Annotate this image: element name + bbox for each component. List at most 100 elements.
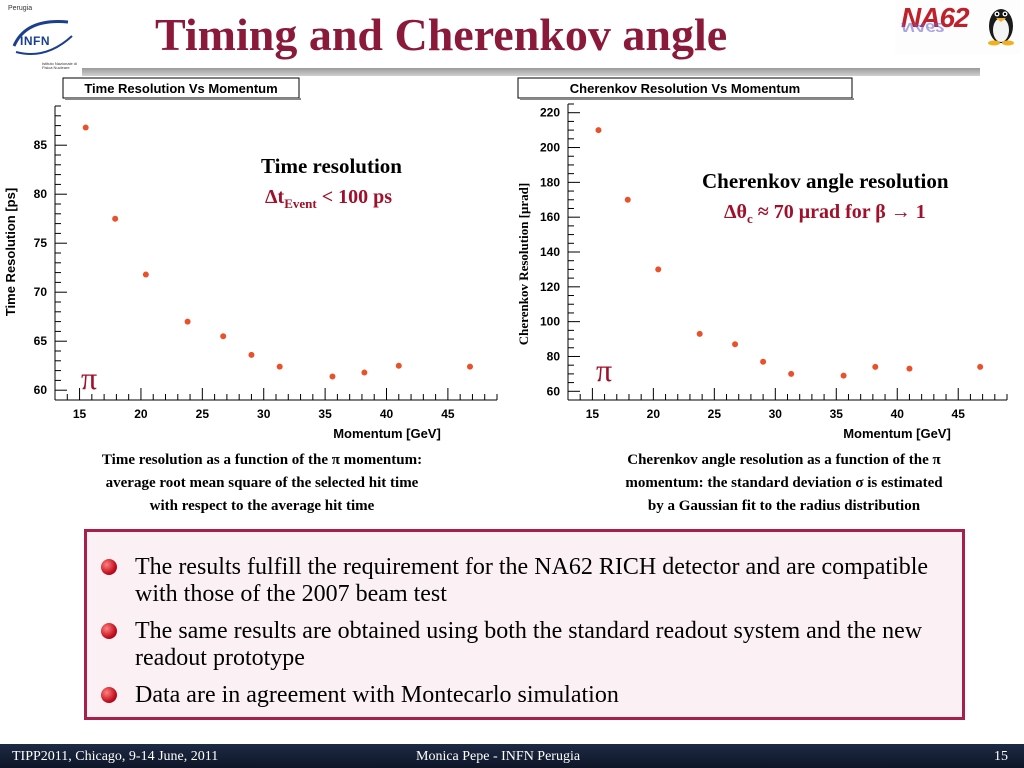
- footer-bar: TIPP2011, Chicago, 9-14 June, 2011 Monic…: [0, 744, 1024, 768]
- bullet-icon: [101, 559, 117, 575]
- x-axis-label: Momentum [GeV]: [843, 426, 951, 441]
- time-resolution-caption: Time resolution as a function of the π m…: [10, 449, 514, 518]
- list-item-text: The results fulfill the requirement for …: [135, 554, 929, 607]
- x-tick-label: 45: [952, 407, 966, 421]
- data-point: [906, 365, 913, 372]
- header-divider-bar: [82, 68, 980, 76]
- cherenkov-annotation-title: Cherenkov angle resolution: [702, 169, 949, 193]
- data-point: [329, 373, 336, 380]
- cherenkov-resolution-plot: Cherenkov Resolution Vs Momentum 60 80 100 1…: [512, 76, 1018, 444]
- list-item: Data are in agreement with Montecarlo si…: [101, 682, 942, 709]
- time-resolution-delta: Δt: [265, 186, 285, 208]
- list-item-text: The same results are obtained using both…: [135, 618, 923, 671]
- x-tick-label: 20: [134, 407, 148, 421]
- caption-line: Time resolution as a function of the π m…: [101, 452, 423, 468]
- time-resolution-plot: Time Resolution Vs Momentum 60 65 70 75 80 85 1…: [3, 76, 507, 444]
- x-tick-label: 15: [73, 407, 87, 421]
- cherenkov-annotation-value: Δθc ≈ 70 μrad for β → 1: [724, 201, 926, 227]
- footer-conference: TIPP2011, Chicago, 9-14 June, 2011: [12, 749, 219, 764]
- time-resolution-subscript: Event: [284, 196, 317, 211]
- list-item-text: Data are in agreement with Montecarlo si…: [135, 682, 619, 708]
- x-axis-label: Momentum [GeV]: [333, 426, 441, 441]
- caption-line: average root mean square of the selected…: [105, 475, 419, 491]
- caption-line: momentum: the standard deviation σ is es…: [625, 475, 943, 491]
- x-tick-label: 40: [380, 407, 394, 421]
- caption-line: with respect to the average hit time: [149, 498, 375, 514]
- y-tick-label: 85: [34, 138, 48, 152]
- data-point: [760, 358, 767, 365]
- y-axis-label: Cherenkov Resolution [μrad]: [516, 183, 531, 345]
- caption-line: by a Gaussian fit to the radius distribu…: [647, 498, 921, 514]
- chart-title-shadow: [520, 98, 854, 100]
- chart-title-shadow: [65, 98, 301, 100]
- bullet-icon: [101, 623, 117, 639]
- chart-title: Cherenkov Resolution Vs Momentum: [570, 81, 800, 96]
- x-tick-label: 25: [708, 407, 722, 421]
- bullet-icon: [101, 687, 117, 703]
- cherenkov-resolution-chart: Cherenkov Resolution Vs Momentum 60 80 100 1…: [516, 77, 1008, 441]
- data-point: [361, 369, 368, 376]
- time-resolution-chart: Time Resolution Vs Momentum 60 65 70 75 80 85 1…: [3, 77, 498, 441]
- x-tick-label: 25: [196, 407, 210, 421]
- y-tick-label: 65: [34, 334, 48, 348]
- y-tick-label: 100: [540, 315, 560, 329]
- data-point: [395, 362, 402, 369]
- cherenkov-limit: ≈ 70 μrad for β → 1: [752, 201, 926, 223]
- time-resolution-annotation-title: Time resolution: [261, 154, 402, 178]
- data-point: [977, 363, 984, 370]
- y-tick-label: 220: [540, 106, 560, 120]
- na62-logo-reflection: NA62: [901, 20, 944, 34]
- y-tick-label: 80: [547, 349, 561, 363]
- data-point: [655, 266, 662, 273]
- x-tick-label: 30: [769, 407, 783, 421]
- x-tick-label: 35: [830, 407, 844, 421]
- page-title: Timing and Cherenkov angle: [155, 9, 728, 60]
- footer-page-number: 15: [994, 749, 1008, 764]
- infn-city-label: Perugia: [8, 5, 33, 12]
- x-tick-label: 15: [586, 407, 600, 421]
- cherenkov-subscript: c: [746, 211, 753, 226]
- x-tick-label: 20: [647, 407, 661, 421]
- y-tick-label: 180: [540, 175, 560, 189]
- infn-logo: Perugia INFN Istituto Nazionale di Fisic…: [2, 2, 82, 74]
- na62-logo: NA62 NA62: [895, 0, 1020, 54]
- x-tick-label: 40: [891, 407, 905, 421]
- footer-author: Monica Pepe - INFN Perugia: [416, 749, 581, 764]
- x-tick-label: 30: [257, 407, 271, 421]
- y-tick-label: 70: [34, 285, 48, 299]
- list-item: The same results are obtained using both…: [101, 618, 942, 672]
- data-point: [142, 271, 149, 278]
- left-particle-symbol: π: [81, 360, 98, 396]
- infn-logo-icon: [12, 20, 73, 55]
- time-resolution-annotation-value: ΔtEvent < 100 ps: [265, 186, 392, 212]
- time-resolution-limit: < 100 ps: [316, 186, 393, 208]
- y-tick-label: 140: [540, 245, 560, 259]
- data-point: [248, 351, 255, 358]
- caption-line: Cherenkov angle resolution as a function…: [627, 452, 941, 468]
- data-point: [872, 363, 879, 370]
- y-tick-label: 60: [547, 384, 561, 398]
- y-tick-label: 160: [540, 210, 560, 224]
- data-point: [112, 215, 119, 222]
- data-point: [276, 363, 283, 370]
- infn-name-label: INFN: [20, 34, 50, 48]
- data-point: [732, 341, 739, 348]
- right-particle-symbol: π: [596, 352, 613, 388]
- list-item: The results fulfill the requirement for …: [101, 554, 942, 608]
- y-tick-label: 60: [34, 383, 48, 397]
- y-tick-label: 80: [34, 187, 48, 201]
- y-tick-label: 75: [34, 236, 48, 250]
- cherenkov-caption: Cherenkov angle resolution as a function…: [532, 449, 1024, 518]
- y-tick-label: 200: [540, 141, 560, 155]
- results-box: The results fulfill the requirement for …: [84, 529, 965, 720]
- x-tick-label: 45: [441, 407, 455, 421]
- na62-logo-text: NA62: [901, 2, 970, 33]
- x-tick-label: 35: [318, 407, 332, 421]
- y-axis-label: Time Resolution [ps]: [3, 188, 18, 316]
- data-point: [184, 318, 191, 325]
- chart-title: Time Resolution Vs Momentum: [84, 81, 277, 96]
- infn-subtitle-label: Istituto Nazionale di Fisica Nucleare: [42, 61, 77, 70]
- data-point: [840, 372, 847, 379]
- data-point: [624, 196, 631, 203]
- data-point: [788, 370, 795, 377]
